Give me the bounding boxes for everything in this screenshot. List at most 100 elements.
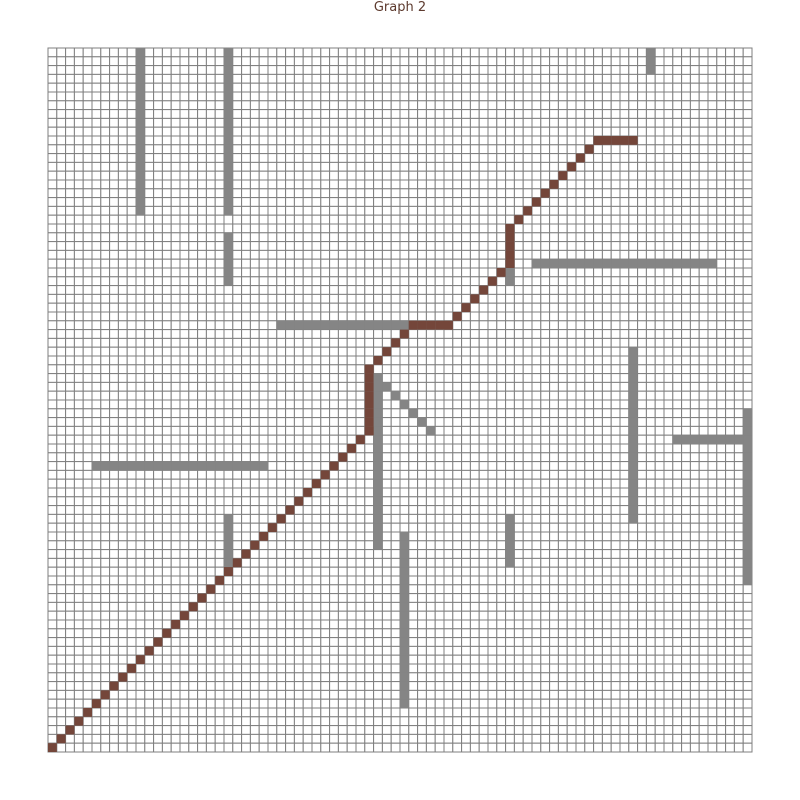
grid-cell [698, 188, 709, 199]
grid-cell [452, 47, 463, 58]
grid-cell [628, 549, 639, 559]
grid-cell [355, 179, 366, 190]
grid-cell [126, 417, 137, 427]
grid-cell [689, 425, 700, 436]
grid-cell [654, 144, 665, 155]
grid-cell [390, 549, 401, 559]
grid-cell [443, 153, 454, 163]
grid-cell [434, 584, 445, 595]
grid-cell [249, 214, 260, 225]
grid-cell [522, 584, 533, 595]
grid-cell [425, 337, 436, 348]
grid-cell [725, 487, 735, 498]
grid-cell [276, 408, 287, 419]
grid-cell [566, 452, 577, 463]
grid-cell [469, 153, 480, 163]
grid-cell [205, 144, 216, 155]
grid-cell [135, 302, 146, 313]
grid-cell [293, 179, 304, 190]
grid-cell [707, 355, 718, 366]
grid-cell [205, 575, 216, 586]
grid-cell [593, 469, 603, 480]
grid-cell [329, 390, 339, 401]
grid-cell [126, 390, 137, 401]
grid-cell [672, 135, 683, 146]
grid-cell [434, 443, 445, 454]
grid-cell [461, 65, 471, 75]
grid-cell [513, 496, 524, 507]
grid-cell [575, 557, 586, 568]
grid-cell [47, 320, 58, 331]
grid-cell [663, 575, 674, 586]
grid-cell [566, 443, 577, 454]
grid-cell [179, 285, 190, 295]
grid-cell [232, 232, 243, 243]
grid-cell [161, 311, 172, 322]
grid-cell [619, 188, 630, 199]
grid-cell [364, 214, 375, 225]
grid-cell [531, 469, 542, 480]
grid-cell [584, 425, 595, 436]
grid-cell [540, 267, 551, 278]
grid-cell [645, 443, 656, 454]
grid-cell [355, 223, 366, 234]
grid-cell [65, 144, 75, 155]
grid-cell [241, 153, 251, 163]
grid-cell [689, 100, 700, 111]
grid-cell [610, 267, 621, 278]
grid-cell [144, 188, 155, 199]
grid-cell [434, 258, 445, 269]
grid-cell [267, 505, 278, 515]
grid-cell [285, 117, 295, 128]
grid-cell [73, 337, 84, 348]
grid-cell [663, 65, 674, 75]
grid-cell [531, 584, 542, 595]
grid-cell [637, 355, 647, 366]
grid-cell [179, 117, 190, 128]
grid-cell [188, 135, 199, 146]
grid-cell [707, 311, 718, 322]
grid-cell [73, 285, 84, 295]
grid-cell [461, 399, 471, 410]
grid-cell [716, 390, 727, 401]
grid-cell [276, 285, 287, 295]
grid-cell [241, 434, 251, 445]
grid-cell [417, 487, 427, 498]
grid-cell [557, 302, 568, 313]
grid-cell [153, 381, 163, 392]
grid-cell [513, 258, 524, 269]
grid-cell [637, 320, 647, 331]
grid-cell [205, 549, 216, 559]
grid-cell [109, 135, 119, 146]
grid-cell [645, 161, 656, 172]
grid-cell [355, 170, 366, 181]
grid-cell [443, 346, 454, 357]
grid-cell [223, 373, 234, 383]
grid-cell [126, 373, 137, 383]
grid-cell [531, 522, 542, 533]
grid-cell [584, 285, 595, 295]
grid-cell [663, 461, 674, 471]
grid-cell [223, 575, 234, 586]
grid-cell [689, 505, 700, 515]
grid-cell [434, 522, 445, 533]
grid-cell [135, 593, 146, 603]
grid-cell [654, 56, 665, 67]
grid-cell [214, 337, 225, 348]
grid-cell [425, 205, 436, 216]
grid-cell [399, 452, 410, 463]
grid-cell [161, 205, 172, 216]
grid-cell [91, 364, 102, 375]
grid-cell [241, 170, 251, 181]
grid-cell [144, 452, 155, 463]
grid-cell [681, 302, 691, 313]
grid-cell [302, 73, 313, 84]
grid-cell [716, 355, 727, 366]
grid-cell [47, 302, 58, 313]
grid-cell [399, 302, 410, 313]
grid-cell [249, 109, 260, 119]
grid-cell [47, 65, 58, 75]
grid-cell [100, 425, 111, 436]
grid-cell [540, 408, 551, 419]
grid-cell [267, 364, 278, 375]
